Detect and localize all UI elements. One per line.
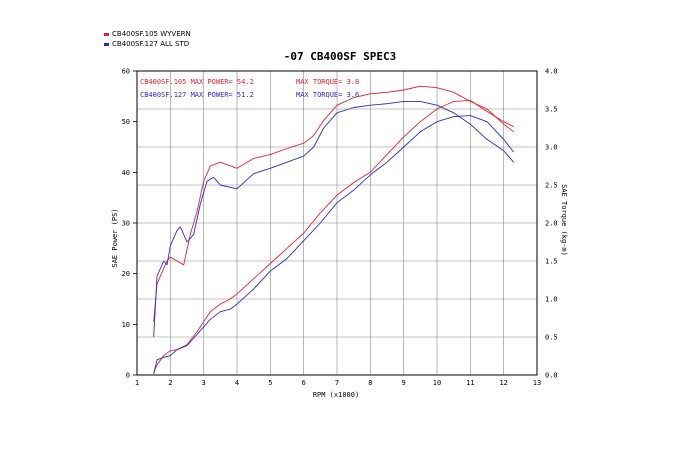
annotation-1: CB400SF.127 MAX POWER= 51.2 xyxy=(140,91,254,99)
axes: 1 2 3 4 5 6 7 8 9 10 11 12 130.00.51.01.52.02.53.03.… xyxy=(122,68,558,388)
legend-item-wyvern: CB400SF.105 WYVERN xyxy=(104,30,191,38)
legend-label-all-std: CB400SF.127 ALL STD xyxy=(112,40,190,48)
x-tick-label: 13 xyxy=(533,379,541,387)
y-tick-label-left: 10 xyxy=(122,321,130,329)
y-axis-label-left: SAE Power (PS) xyxy=(111,208,119,267)
y-tick-label-left: 60 xyxy=(122,68,130,76)
y-tick-label-right: 0.5 xyxy=(545,334,558,342)
y-tick-label-right: 1.5 xyxy=(545,258,558,266)
legend-swatch-wyvern xyxy=(104,32,109,36)
x-tick-label: 3 xyxy=(202,379,206,387)
x-tick-label: 12 xyxy=(499,379,507,387)
x-tick-label: 6 xyxy=(302,379,306,387)
y-tick-label-left: 20 xyxy=(122,270,130,278)
y-tick-label-right: 2.5 xyxy=(545,182,558,190)
y-tick-label-right: 1.0 xyxy=(545,296,558,304)
y-tick-label-left: 50 xyxy=(122,118,130,126)
y-axis-label-right: SAE Torque (kg-m) xyxy=(560,184,568,256)
annotation-2: MAX TORQUE= 3.8 xyxy=(296,78,359,86)
x-tick-label: 7 xyxy=(335,379,339,387)
y-tick-label-right: 4.0 xyxy=(545,68,558,76)
legend-label-wyvern: CB400SF.105 WYVERN xyxy=(112,30,191,38)
series-line-2 xyxy=(153,85,514,322)
y-tick-label-right: 3.0 xyxy=(545,144,558,152)
legend-item-all-std: CB400SF.127 ALL STD xyxy=(104,40,189,48)
y-tick-label-left: 30 xyxy=(122,220,130,228)
x-tick-label: 4 xyxy=(235,379,239,387)
x-tick-label: 5 xyxy=(268,379,272,387)
x-tick-label: 1 xyxy=(135,379,139,387)
y-tick-label-left: 40 xyxy=(122,169,130,177)
x-tick-label: 11 xyxy=(466,379,474,387)
y-tick-label-right: 2.0 xyxy=(545,220,558,228)
series xyxy=(153,85,515,375)
y-tick-label-right: 0.0 xyxy=(545,372,558,380)
chart-title: -07 CB400SF SPEC3 xyxy=(284,50,397,63)
y-tick-label-right: 3.5 xyxy=(545,106,558,114)
x-axis-label: RPM (x1000) xyxy=(313,391,359,399)
x-tick-label: 8 xyxy=(368,379,372,387)
y-tick-label-left: 0 xyxy=(126,372,130,380)
x-tick-label: 9 xyxy=(402,379,406,387)
annotation-0: CB400SF.105 MAX POWER= 54.2 xyxy=(140,78,254,86)
x-tick-label: 10 xyxy=(433,379,441,387)
grid xyxy=(137,71,537,375)
annotation-3: MAX TORQUE= 3.6 xyxy=(296,91,359,99)
series-line-1 xyxy=(153,115,515,375)
x-tick-label: 2 xyxy=(168,379,172,387)
annotations: CB400SF.105 MAX POWER= 54.2 CB400SF.127 M… xyxy=(140,78,359,99)
plot-frame xyxy=(136,70,538,376)
series-line-0 xyxy=(153,99,514,373)
legend-swatch-all-std xyxy=(104,42,109,46)
series-line-3 xyxy=(153,100,515,338)
